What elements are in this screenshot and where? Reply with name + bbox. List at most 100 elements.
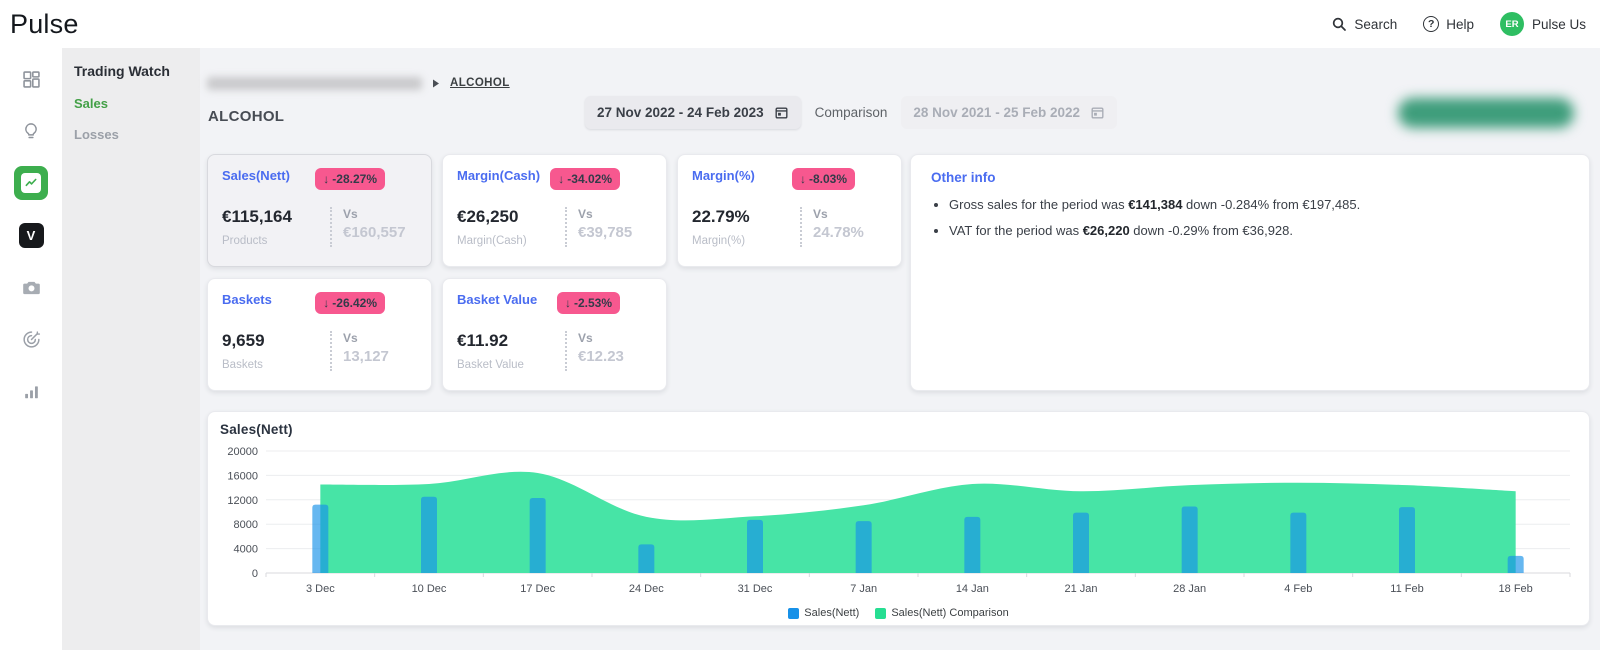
redacted-action-button[interactable] — [1398, 98, 1574, 128]
kpi-sublabel: Margin(Cash) — [457, 235, 527, 247]
legend-item[interactable]: Sales(Nett) Comparison — [875, 607, 1009, 619]
other-info-bullet: Gross sales for the period was €141,384 … — [949, 197, 1569, 212]
help-icon: ? — [1423, 16, 1440, 32]
sales-chart: 0 4000 8000 12000 16000 20000 3 Dec 10 Dec 17 De… — [220, 437, 1577, 605]
search-icon — [1331, 16, 1347, 32]
sidebar-item-losses[interactable]: Losses — [74, 127, 119, 143]
comparison-date-picker[interactable]: 28 Nov 2021 - 25 Feb 2022 — [901, 96, 1117, 129]
kpi-card[interactable]: Margin(Cash) ↓ -34.02% €26,250 Margin(Cas… — [442, 154, 667, 267]
kpi-sublabel: Products — [222, 235, 268, 247]
other-info-bullet: VAT for the period was €26,220 down -0.2… — [949, 223, 1569, 238]
svg-text:11 Feb: 11 Feb — [1390, 583, 1423, 595]
kpi-vs-value: €12.23 — [578, 348, 624, 365]
kpi-change-badge: ↓ -28.27% — [315, 168, 385, 190]
sidebar-item-sales[interactable]: Sales — [74, 96, 108, 112]
other-info-card: Other info Gross sales for the period wa… — [910, 154, 1590, 391]
legend-item[interactable]: Sales(Nett) — [788, 607, 859, 619]
svg-text:24 Dec: 24 Dec — [629, 583, 664, 595]
kpi-card[interactable]: Basket Value ↓ -2.53% €11.92 Basket Value… — [442, 278, 667, 391]
breadcrumb-current[interactable]: ALCOHOL — [450, 77, 510, 89]
search-button[interactable]: Search — [1331, 16, 1397, 32]
svg-text:21 Jan: 21 Jan — [1064, 583, 1097, 595]
down-arrow-icon: ↓ — [564, 296, 571, 310]
icon-rail: V — [0, 48, 62, 650]
kpi-title: Margin(Cash) — [457, 168, 541, 183]
kpi-value: €11.92 — [457, 331, 509, 350]
legend-swatch — [788, 607, 800, 619]
calendar-icon — [774, 105, 789, 120]
comparison-label: Comparison — [814, 105, 888, 120]
kpi-vs-label: Vs — [813, 207, 828, 221]
kpi-vs-value: €160,557 — [343, 224, 406, 241]
kpi-value: €26,250 — [457, 207, 519, 226]
chart-legend: Sales(Nett) Sales(Nett) Comparison — [220, 607, 1577, 619]
kpi-sublabel: Basket Value — [457, 359, 524, 371]
trading-watch-icon[interactable] — [14, 166, 48, 200]
breadcrumb: ALCOHOL — [207, 74, 1590, 92]
kpi-value: 22.79% — [692, 207, 750, 226]
kpi-change-value: -26.42% — [332, 296, 377, 310]
kpi-vs-value: 24.78% — [813, 224, 864, 241]
date-range-picker[interactable]: 27 Nov 2022 - 24 Feb 2023 — [585, 96, 801, 129]
kpi-change-badge: ↓ -34.02% — [550, 168, 620, 190]
camera-icon[interactable] — [14, 270, 48, 304]
main-content: ALCOHOL ALCOHOL 27 Nov 2022 - 24 Feb 202… — [200, 48, 1600, 650]
sidebar-nav: Sales Losses — [74, 96, 188, 142]
svg-text:0: 0 — [252, 568, 258, 580]
kpi-sublabel: Margin(%) — [692, 235, 746, 247]
date-filters: 27 Nov 2022 - 24 Feb 2023 Comparison 28 … — [585, 96, 1117, 129]
breadcrumb-arrow-icon — [432, 79, 440, 88]
svg-text:3 Dec: 3 Dec — [306, 583, 335, 595]
legend-label: Sales(Nett) — [804, 607, 860, 619]
svg-text:12000: 12000 — [227, 495, 258, 507]
v-logo-icon[interactable]: V — [14, 218, 48, 252]
down-arrow-icon: ↓ — [323, 172, 330, 186]
svg-text:14 Jan: 14 Jan — [956, 583, 989, 595]
kpi-change-badge: ↓ -2.53% — [556, 292, 620, 314]
avatar: ER — [1499, 12, 1524, 36]
kpi-change-badge: ↓ -26.42% — [315, 292, 385, 314]
kpi-sublabel: Baskets — [222, 359, 263, 371]
sidebar-title: Trading Watch — [74, 63, 170, 79]
target-icon[interactable] — [14, 322, 48, 356]
sidebar: Trading Watch Sales Losses — [62, 48, 200, 650]
svg-text:10 Dec: 10 Dec — [412, 583, 447, 595]
kpi-value: 9,659 — [222, 331, 265, 350]
kpi-change-value: -8.03% — [808, 172, 847, 186]
chart-title: Sales(Nett) — [220, 422, 293, 437]
svg-text:20000: 20000 — [227, 446, 258, 458]
kpi-title: Sales(Nett) — [222, 168, 290, 183]
svg-text:18 Feb: 18 Feb — [1499, 583, 1533, 595]
help-button[interactable]: ? Help — [1423, 16, 1474, 32]
kpi-vs-label: Vs — [343, 207, 358, 221]
kpi-value: €115,164 — [222, 207, 292, 226]
other-info-list: Gross sales for the period was €141,384 … — [931, 197, 1569, 238]
kpi-title: Baskets — [222, 292, 272, 307]
kpi-vs-label: Vs — [578, 207, 593, 221]
kpi-vs-label: Vs — [578, 331, 593, 345]
down-arrow-icon: ↓ — [558, 172, 565, 186]
kpi-card[interactable]: Baskets ↓ -26.42% 9,659 Baskets Vs 13,127 — [207, 278, 432, 391]
legend-label: Sales(Nett) Comparison — [891, 607, 1009, 619]
kpi-vs-value: €39,785 — [578, 224, 633, 241]
redacted-breadcrumb-item[interactable] — [207, 76, 422, 90]
user-name: Pulse Us — [1531, 16, 1586, 32]
help-label: Help — [1446, 16, 1474, 32]
kpi-grid: Sales(Nett) ↓ -28.27% €115,164 Products V… — [207, 154, 902, 391]
legend-swatch — [875, 607, 887, 619]
user-menu[interactable]: ER Pulse Us — [1499, 12, 1586, 36]
header-row: ALCOHOL 27 Nov 2022 - 24 Feb 2023 Compar… — [207, 96, 1590, 146]
comparison-range-value: 28 Nov 2021 - 25 Feb 2022 — [913, 105, 1080, 120]
dashboard-icon[interactable] — [14, 62, 48, 96]
svg-text:28 Jan: 28 Jan — [1173, 583, 1206, 595]
kpi-area: Sales(Nett) ↓ -28.27% €115,164 Products V… — [207, 154, 1590, 391]
kpi-title: Basket Value — [457, 292, 538, 307]
kpi-card[interactable]: Margin(%) ↓ -8.03% 22.79% Margin(%) Vs 24… — [677, 154, 902, 267]
stats-icon[interactable] — [14, 374, 48, 408]
ideas-icon[interactable] — [14, 114, 48, 148]
page-title: ALCOHOL — [208, 108, 285, 125]
kpi-vs-value: 13,127 — [343, 348, 389, 365]
svg-text:7 Jan: 7 Jan — [850, 583, 877, 595]
kpi-card[interactable]: Sales(Nett) ↓ -28.27% €115,164 Products V… — [207, 154, 432, 267]
svg-text:17 Dec: 17 Dec — [520, 583, 555, 595]
